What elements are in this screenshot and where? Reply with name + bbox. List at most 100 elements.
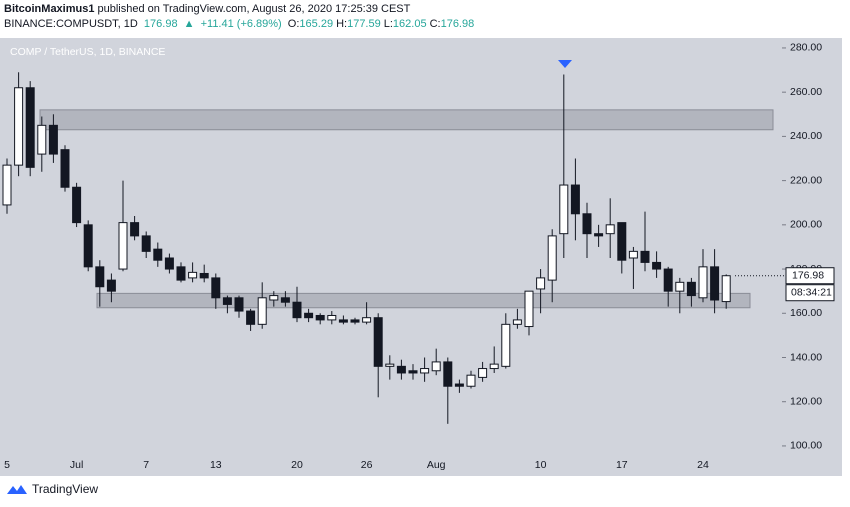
x-tick-label: 17 [616,459,628,471]
candle-body [234,297,244,312]
marker-arrow [558,60,572,68]
candle-body [408,370,418,374]
x-tick-label: Aug [427,459,446,471]
candle-body [675,281,685,292]
candle-body [489,363,499,370]
candle-body [199,272,209,279]
candle-body [431,361,441,372]
candle-body [524,290,534,328]
ohlc-value: 165.29 [299,18,334,30]
price: 176.98 [143,18,178,30]
y-tick-label: 160.00 [790,307,822,319]
candle-body [582,213,592,235]
y-tick-label: 140.00 [790,351,822,363]
candle-body [652,261,662,270]
candle-body [315,314,325,321]
countdown: 08:34:21 [791,287,832,299]
candle-body [420,368,430,374]
candle-body [385,363,395,367]
candle-body [269,295,279,301]
candle-body [257,297,267,325]
candle-body [83,224,93,268]
last-price-box [785,267,835,285]
candle-body [663,268,673,292]
candle-body [605,224,615,235]
y-tick-label: 260.00 [790,86,822,98]
candle-body [721,275,731,303]
candle-body [640,250,650,263]
symbol: BINANCE:COMPUSDT, 1D [4,18,138,30]
x-tick-label: 7 [143,459,149,471]
candle-body [628,250,638,259]
author: BitcoinMaximus1 [4,3,95,15]
candle-body [292,301,302,319]
ohlc-value: 162.05 [392,18,427,30]
candle-body [188,271,198,279]
ohlc-value: 177.59 [347,18,381,30]
ohlc-label: C: [429,18,441,30]
candle-body [501,323,511,367]
candle-body [246,310,256,325]
ohlc-value: 176.98 [440,18,475,30]
candle-body [686,281,696,297]
candle-body [512,319,522,325]
candle-body [48,124,58,155]
footer: TradingView [6,482,98,496]
y-tick-label: 240.00 [790,130,822,142]
chart-title: COMP / TetherUS, 1D, BINANCE [10,46,165,58]
y-tick-label: 100.00 [790,440,822,452]
x-tick-label: 24 [697,459,709,471]
y-tick-label: 120.00 [790,395,822,407]
header-line-2: BINANCE:COMPUSDT, 1D 176.98 ▲ +11.41 (+6… [4,18,480,30]
logo [7,485,27,494]
plot-background [0,38,842,476]
ohlc-label: L: [383,18,393,30]
ohlc-label: O: [287,18,300,30]
up-arrow: ▲ [183,18,195,30]
x-tick-label: 13 [210,459,222,471]
candle-body [373,317,383,367]
candle-body [362,317,372,323]
published: published on TradingView.com, August 26,… [97,3,411,15]
candle-body [547,235,557,281]
candle-body [559,184,569,235]
x-tick-label: 5 [4,459,10,471]
candle-body [2,164,12,206]
candle-body [443,361,453,387]
candle-body [118,222,128,270]
candle-body [280,297,290,303]
candle-body [72,186,82,224]
candle-body [570,184,580,215]
candle-body [37,124,47,155]
candle-body [176,266,186,281]
candle-body [617,222,627,261]
candle-body [25,87,35,168]
ohlc-label: H: [336,18,348,30]
candle-body [338,319,348,323]
candle-body [350,319,360,323]
candle-body [466,374,476,387]
candle-body [60,149,70,188]
change: +11.41 (+6.89%) [200,18,282,30]
zone [96,292,751,309]
candle-body [710,266,720,301]
x-tick-label: Jul [70,459,83,471]
y-tick-label: 280.00 [790,42,822,54]
candle-body [594,233,604,237]
candle-body [698,266,708,299]
candle-body [536,277,546,290]
candle-body [153,248,163,261]
countdown-box [785,284,835,302]
candle-body [327,314,337,321]
chart: COMP / TetherUS, 1D, BINANCE 100.00 120.0… [0,38,842,476]
last-price-label: 176.98 [792,270,824,282]
x-tick-label: 20 [291,459,303,471]
header-line-1: BitcoinMaximus1 published on TradingView.… [4,3,413,15]
candle-body [478,368,488,378]
candle-body [211,277,221,299]
x-tick-label: 26 [361,459,373,471]
candle-body [304,312,314,319]
y-tick-label: 220.00 [790,174,822,186]
candle-body [164,257,174,270]
